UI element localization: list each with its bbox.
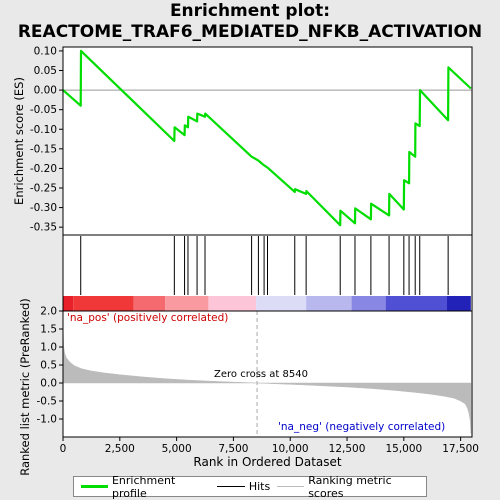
legend-enrichment-profile: Enrichment profile (81, 474, 210, 500)
x-tick-label-3: 7,500 (218, 443, 248, 455)
legend-enrichment-label: Enrichment profile (111, 473, 176, 500)
es-y-tick-label-2: 0.00 (34, 85, 57, 97)
title-line-1: Enrichment plot: (169, 1, 331, 21)
legend: Enrichment profile Hits Ranking metric s… (73, 474, 427, 500)
heat-bar-segment (306, 296, 352, 311)
metric-panel-bg (63, 311, 472, 437)
neg-correlated-label: 'na_neg' (negatively correlated) (278, 421, 445, 433)
x-tick-label-4: 10,000 (272, 443, 309, 455)
title-line-2: REACTOME_TRAF6_MEDIATED_NFKB_ACTIVATION (17, 22, 483, 42)
heat-bar-segment (63, 296, 74, 311)
legend-hits-label: Hits (248, 480, 271, 493)
heat-bar-segment (351, 296, 386, 311)
x-tick-label-5: 12,500 (329, 443, 366, 455)
metric-y-tick-label-4: 0.0 (40, 378, 57, 390)
es-y-tick-label-9: -0.35 (30, 222, 57, 234)
legend-ranking-swatch (277, 486, 305, 487)
x-tick-label-1: 2,500 (105, 443, 135, 455)
heat-bar-segment (385, 296, 448, 311)
metric-y-tick-label-3: 0.5 (40, 360, 57, 372)
ranking-metric-area (62, 323, 472, 434)
legend-ranking-label: Ranking metric scores (308, 473, 392, 500)
metric-y-tick-label-2: 1.0 (40, 342, 57, 354)
heat-bar-segment (256, 296, 307, 311)
es-y-tick-label-7: -0.25 (30, 183, 57, 195)
x-tick-label-7: 17,500 (442, 443, 479, 455)
legend-enrichment-swatch (81, 485, 108, 488)
metric-panel-frame (62, 310, 473, 438)
es-y-axis-label: Enrichment score (ES) (12, 77, 26, 205)
es-y-tick-label-0: 0.10 (34, 45, 57, 57)
heat-bar-segment (73, 296, 134, 311)
es-y-tick-label-3: -0.05 (30, 104, 57, 116)
legend-hits: Hits (216, 480, 271, 493)
chart-title: Enrichment plot: REACTOME_TRAF6_MEDIATED… (0, 1, 500, 43)
heat-bar-segment (165, 296, 209, 311)
es-panel-bg (63, 47, 472, 235)
zero-cross-label: Zero cross at 8540 (214, 369, 308, 380)
es-y-tick-label-6: -0.20 (30, 163, 57, 175)
metric-y-tick-label-5: -0.5 (37, 396, 58, 408)
metric-y-tick-label-1: 1.5 (40, 324, 57, 336)
metric-y-axis-label: Ranked list metric (PreRanked) (18, 298, 32, 476)
x-tick-label-0: 0 (60, 443, 67, 455)
heat-bar-segment (133, 296, 166, 311)
es-y-tick-label-5: -0.15 (30, 143, 57, 155)
pos-correlated-label: 'na_pos' (positively correlated) (67, 312, 228, 324)
heat-bar-segment (208, 296, 257, 311)
x-tick-label-6: 15,000 (385, 443, 422, 455)
x-axis-label: Rank in Ordered Dataset (193, 455, 341, 469)
es-y-tick-label-4: -0.10 (30, 124, 57, 136)
x-tick-label-2: 5,000 (162, 443, 192, 455)
legend-hits-swatch (216, 486, 245, 487)
metric-y-tick-label-0: 2.0 (40, 306, 57, 318)
es-y-tick-label-8: -0.30 (30, 202, 57, 214)
metric-y-tick-label-6: -1.0 (37, 414, 58, 426)
heat-bar-segment (447, 296, 471, 311)
legend-ranking-metric: Ranking metric scores (277, 474, 426, 500)
enrichment-profile-line (62, 49, 472, 227)
es-y-tick-label-1: 0.05 (34, 65, 57, 77)
